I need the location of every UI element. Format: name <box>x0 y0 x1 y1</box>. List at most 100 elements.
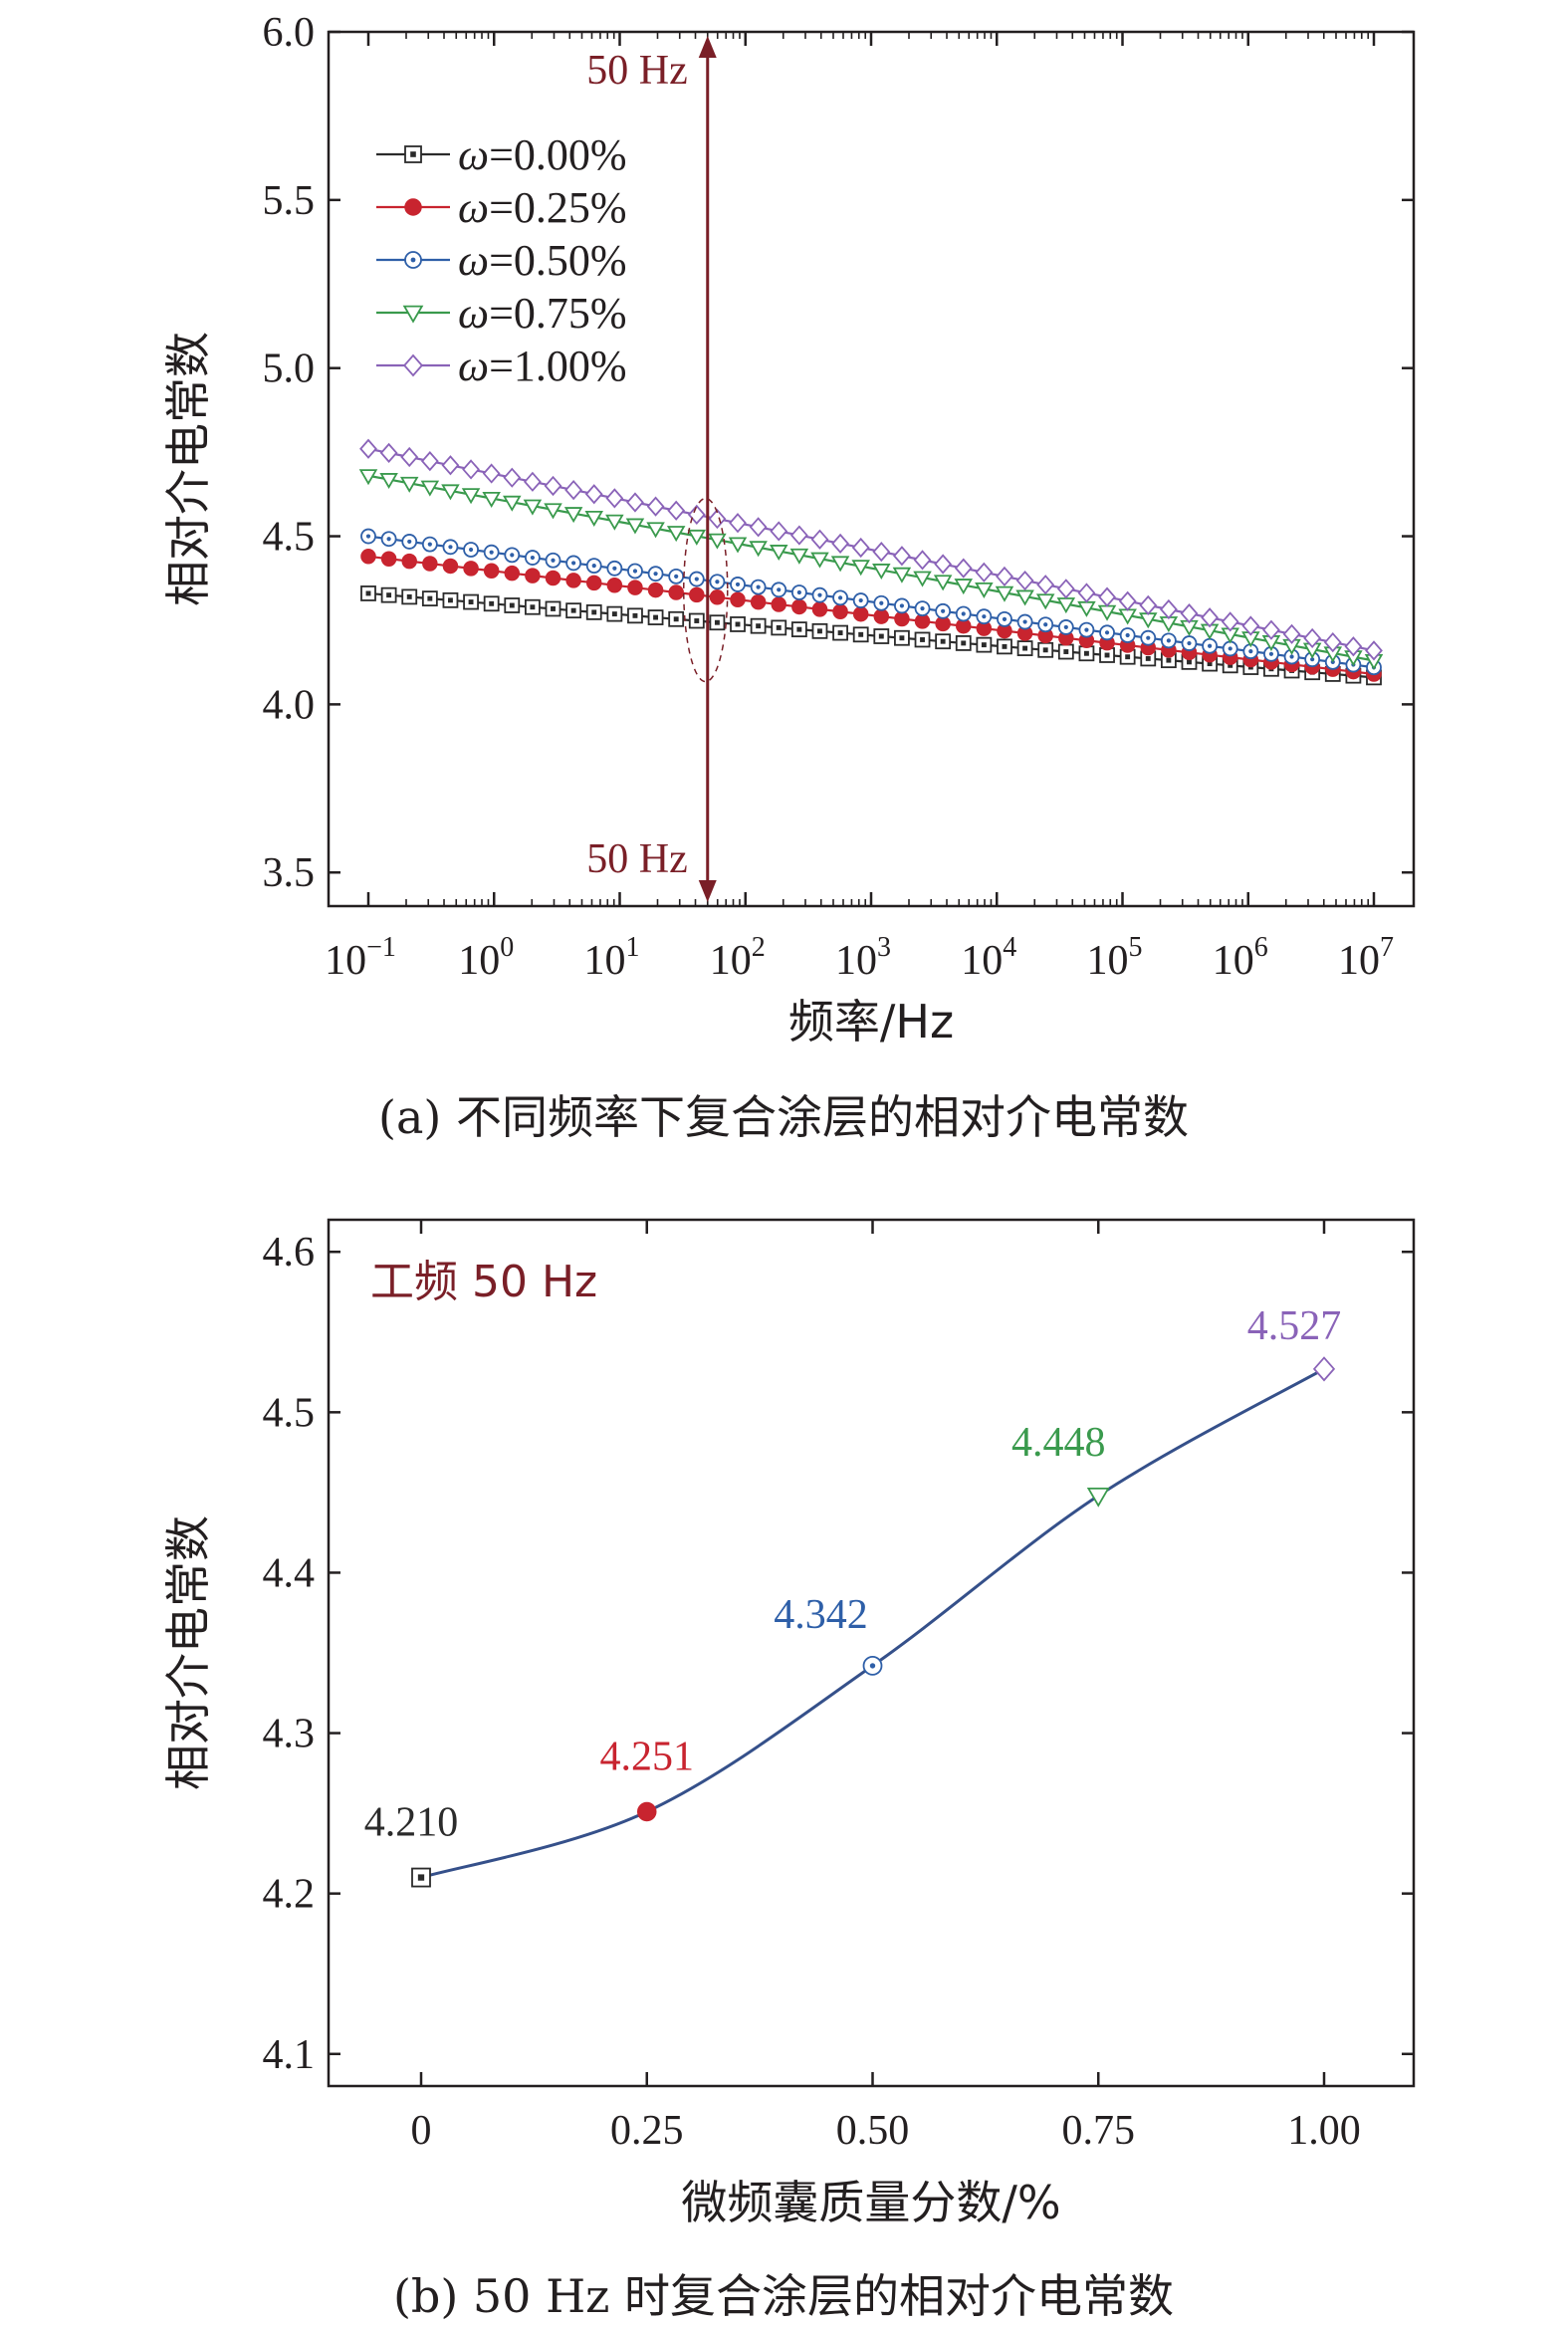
data-point <box>1282 623 1301 644</box>
chart-a-legend: ω=0.00%ω=0.25%ω=0.50%ω=0.75%ω=1.00% <box>376 130 627 390</box>
data-point <box>1181 635 1198 651</box>
data-point <box>359 438 377 459</box>
data-label-0: 4.210 <box>364 1800 459 1846</box>
data-point <box>1015 570 1034 591</box>
data-point <box>1037 641 1054 658</box>
legend-label: ω=0.50% <box>458 236 627 285</box>
legend-item-0: ω=0.00% <box>376 130 627 179</box>
data-point <box>1222 640 1238 657</box>
data-point <box>606 605 623 622</box>
y-tick-label: 4.3 <box>263 1712 316 1757</box>
data-point <box>1180 603 1199 624</box>
data-point <box>771 596 786 612</box>
data-point-3 <box>1086 1488 1110 1508</box>
data-point <box>789 525 808 546</box>
data-point <box>730 577 746 592</box>
data-point <box>627 580 643 595</box>
data-point <box>913 550 932 571</box>
data-point <box>750 617 767 634</box>
data-point <box>524 598 541 615</box>
data-label-2: 4.342 <box>774 1592 868 1638</box>
y-tick-label: 4.5 <box>263 1390 316 1436</box>
data-point <box>976 608 993 625</box>
data-point <box>462 459 480 480</box>
chart-b-plot-frame <box>327 1218 1416 2088</box>
data-point <box>894 629 910 646</box>
marker-label-bottom: 50 Hz <box>586 836 687 882</box>
chart-b-points: 4.210 4.251 4.342 4.448 4.527 <box>364 1303 1341 1888</box>
data-point <box>422 556 438 572</box>
data-point <box>934 554 953 575</box>
data-label-1: 4.251 <box>600 1735 695 1780</box>
data-point <box>811 601 828 617</box>
data-point <box>976 636 993 653</box>
x-tick-label: 104 <box>961 932 1016 984</box>
data-point <box>360 585 376 601</box>
data-point <box>666 526 686 543</box>
arrow-up-icon <box>698 36 717 58</box>
x-tick-label: 107 <box>1338 932 1394 984</box>
data-point <box>769 545 788 562</box>
data-point <box>646 496 665 517</box>
data-point <box>360 549 376 565</box>
series-2 <box>360 528 1382 676</box>
data-point <box>463 542 479 558</box>
data-point <box>545 552 561 569</box>
data-point <box>668 584 684 600</box>
data-point <box>790 621 807 638</box>
data-point <box>442 591 459 608</box>
data-point <box>525 568 541 583</box>
legend-item-2: ω=0.50% <box>376 236 627 285</box>
data-point <box>771 619 787 636</box>
data-point <box>852 592 869 608</box>
data-point <box>832 603 848 620</box>
data-point <box>872 564 891 581</box>
data-point <box>627 563 643 580</box>
data-point <box>461 488 481 505</box>
x-tick-label: 0.25 <box>610 2108 684 2154</box>
data-point <box>1303 627 1322 649</box>
data-point <box>1057 619 1074 635</box>
data-point <box>810 529 829 550</box>
y-tick-label: 4.5 <box>263 515 316 561</box>
data-point <box>914 631 931 648</box>
data-point <box>585 575 602 591</box>
data-point <box>358 469 378 486</box>
data-point <box>1262 619 1280 640</box>
chart-a-x-axis-title: 频率/Hz <box>788 995 954 1048</box>
legend-marker <box>404 198 422 216</box>
x-tick-label: 0.75 <box>1062 2108 1136 2154</box>
data-point <box>504 547 521 564</box>
data-point <box>749 541 768 558</box>
chart-b-x-axis: 0 0.25 0.50 0.75 1.00 <box>411 1220 1361 2154</box>
data-point-4 <box>1312 1356 1336 1382</box>
y-tick-label: 6.0 <box>263 10 316 56</box>
data-point <box>914 600 931 617</box>
data-point <box>421 590 438 607</box>
chart-a-x-axis: 10−1 100 101 102 103 104 105 106 107 <box>325 32 1394 984</box>
data-point <box>1201 607 1220 628</box>
data-point <box>379 473 398 490</box>
chart-b: 4.1 4.2 4.3 4.4 4.5 4.6 0 0.25 0.50 0.75 1.00 4.2… <box>161 1218 1416 2323</box>
data-point <box>380 586 397 603</box>
data-point <box>935 633 952 650</box>
legend-item-4: ω=1.00% <box>376 342 627 390</box>
data-point <box>605 514 624 531</box>
x-tick-label: 106 <box>1213 932 1268 984</box>
data-point <box>1118 590 1137 611</box>
data-point <box>1078 645 1095 662</box>
data-point <box>750 579 767 595</box>
data-point <box>688 612 705 629</box>
data-point <box>606 560 623 577</box>
data-point <box>420 480 440 497</box>
data-point <box>482 463 501 484</box>
data-point <box>585 558 602 575</box>
data-point <box>1119 627 1136 643</box>
data-point <box>709 614 726 631</box>
data-point <box>913 571 932 587</box>
legend-label: ω=1.00% <box>458 342 627 390</box>
x-tick-label: 1.00 <box>1287 2108 1361 2154</box>
data-point <box>1077 582 1096 603</box>
data-point <box>1057 643 1074 660</box>
